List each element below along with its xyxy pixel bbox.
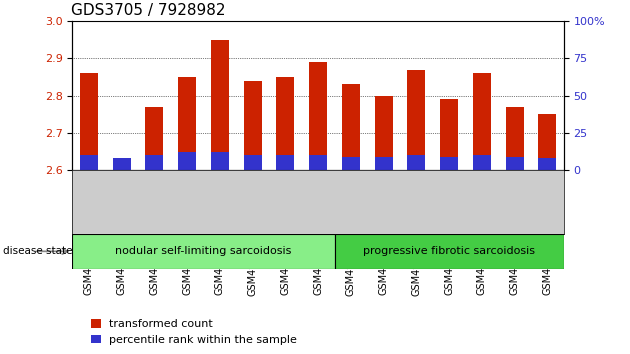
Text: progressive fibrotic sarcoidosis: progressive fibrotic sarcoidosis bbox=[363, 246, 536, 256]
Bar bbox=[113, 158, 130, 170]
Bar bbox=[473, 155, 491, 170]
Bar bbox=[506, 107, 524, 170]
FancyBboxPatch shape bbox=[72, 234, 335, 269]
FancyBboxPatch shape bbox=[335, 234, 564, 269]
Bar bbox=[178, 77, 196, 170]
Text: nodular self-limiting sarcoidosis: nodular self-limiting sarcoidosis bbox=[115, 246, 292, 256]
Bar bbox=[146, 107, 163, 170]
Bar bbox=[506, 156, 524, 170]
Bar bbox=[408, 70, 425, 170]
Bar bbox=[539, 114, 556, 170]
Bar bbox=[211, 152, 229, 170]
Bar bbox=[440, 99, 458, 170]
Bar bbox=[375, 96, 392, 170]
Bar bbox=[80, 73, 98, 170]
Bar bbox=[277, 155, 294, 170]
Text: GDS3705 / 7928982: GDS3705 / 7928982 bbox=[71, 3, 226, 18]
Legend: transformed count, percentile rank within the sample: transformed count, percentile rank withi… bbox=[91, 319, 297, 345]
Bar bbox=[342, 156, 360, 170]
Bar bbox=[178, 152, 196, 170]
Bar bbox=[375, 156, 392, 170]
Bar bbox=[211, 40, 229, 170]
Text: disease state: disease state bbox=[3, 246, 72, 256]
Bar bbox=[80, 155, 98, 170]
Bar bbox=[113, 159, 130, 170]
Bar bbox=[146, 155, 163, 170]
Bar bbox=[408, 155, 425, 170]
Bar bbox=[539, 158, 556, 170]
Bar bbox=[473, 73, 491, 170]
Bar bbox=[440, 156, 458, 170]
Bar bbox=[309, 155, 327, 170]
Bar bbox=[277, 77, 294, 170]
Bar bbox=[244, 81, 261, 170]
Bar bbox=[244, 155, 261, 170]
Bar bbox=[342, 85, 360, 170]
Bar bbox=[309, 62, 327, 170]
